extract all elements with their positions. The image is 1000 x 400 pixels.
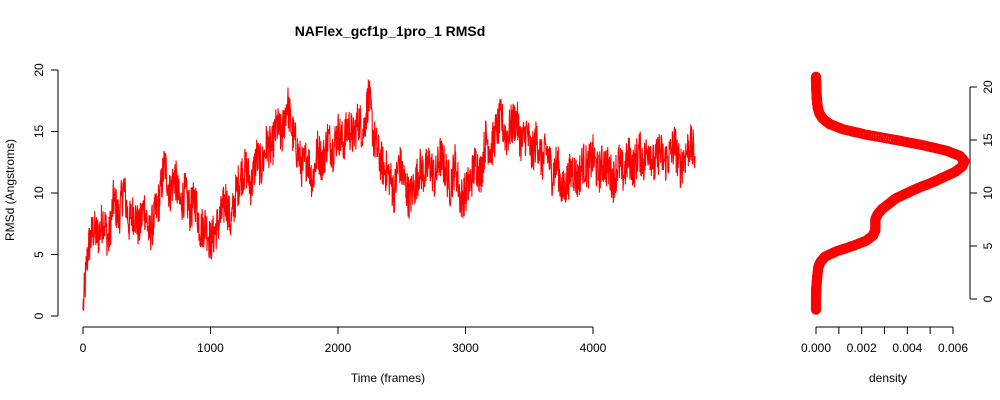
rmsd-series-line	[82, 79, 696, 311]
x-axis-label: Time (frames)	[351, 371, 425, 385]
density-x-tick-label: 0.006	[938, 341, 968, 355]
x-tick-label: 4000	[580, 341, 607, 355]
density-x-tick-label: 0.004	[892, 341, 922, 355]
x-tick-label: 2000	[325, 341, 352, 355]
density-y-tick-label: 20	[981, 80, 995, 94]
density-y-tick-label: 15	[981, 133, 995, 147]
y-tick-label: 15	[32, 125, 46, 139]
density-y-tick-label: 5	[981, 242, 995, 249]
density-x-axis-label: density	[869, 371, 907, 385]
density-y-tick-label: 0	[981, 295, 995, 302]
x-tick-label: 0	[80, 341, 87, 355]
x-tick-label: 1000	[197, 341, 224, 355]
y-tick-label: 0	[32, 312, 46, 319]
y-tick-label: 5	[32, 251, 46, 258]
chart-title: NAFlex_gcf1p_1pro_1 RMSd	[295, 23, 486, 39]
density-x-tick-label: 0.000	[801, 341, 831, 355]
density-plot-axes: 0.000 0.002 0.004 0.006 0 5 10 15 20	[801, 80, 995, 355]
x-tick-label: 3000	[452, 341, 479, 355]
y-tick-label: 20	[32, 63, 46, 77]
density-plot-series	[810, 71, 970, 315]
density-x-tick-label: 0.002	[847, 341, 877, 355]
y-tick-label: 10	[32, 186, 46, 200]
main-plot-axes: 0 1000 2000 3000 4000 0 5 10 15 20	[32, 63, 607, 355]
y-axis-label: RMSd (Angstroms)	[3, 139, 17, 241]
density-y-tick-label: 10	[981, 186, 995, 200]
main-plot-series	[82, 79, 696, 311]
density-point	[810, 71, 822, 82]
